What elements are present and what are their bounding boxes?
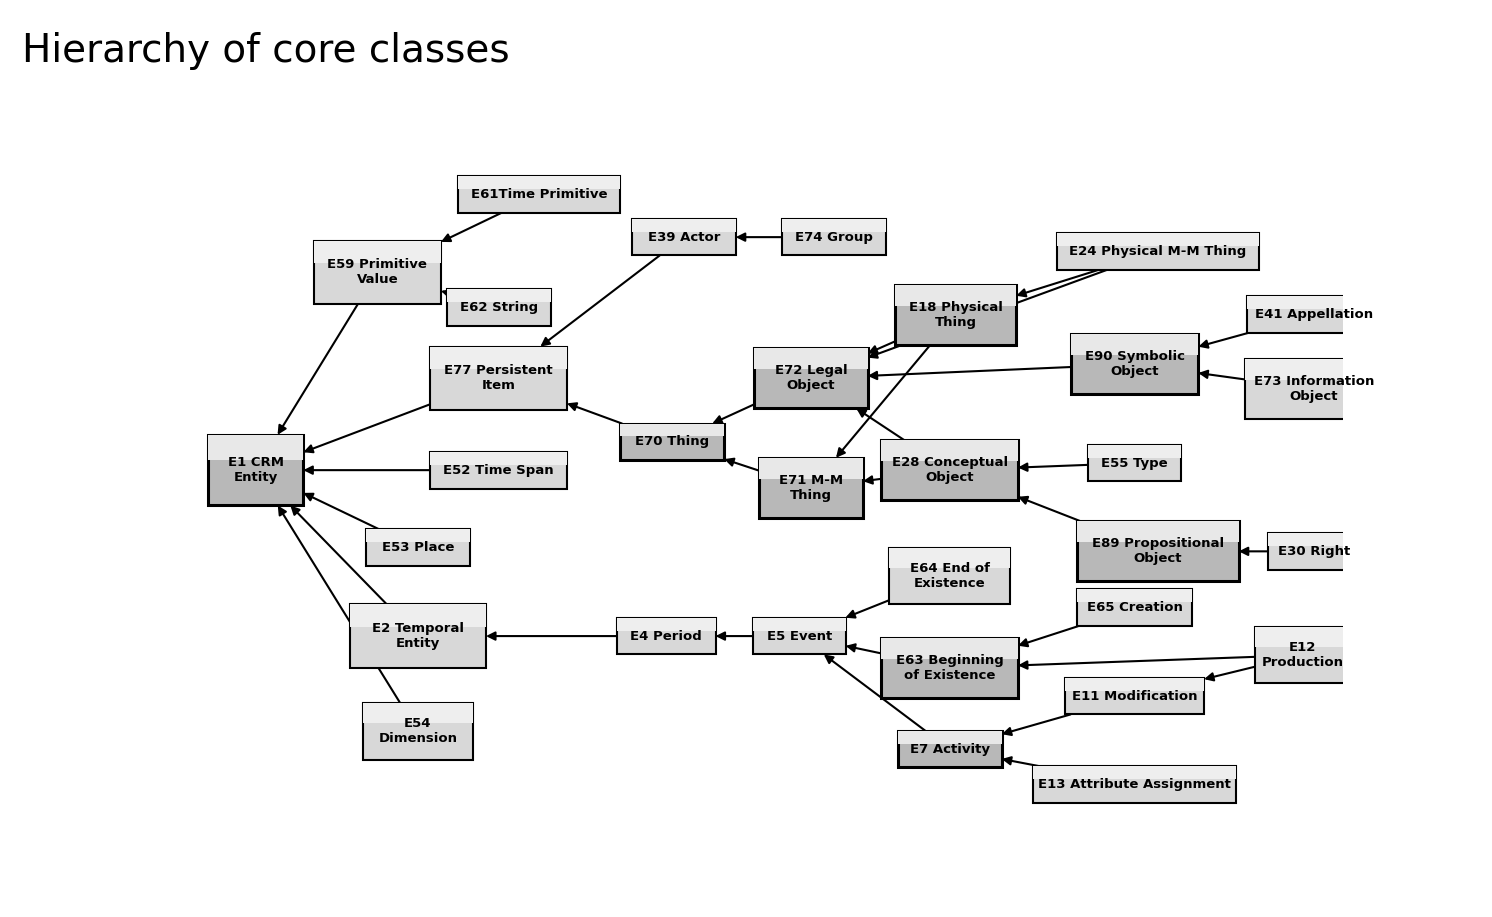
FancyBboxPatch shape: [1255, 627, 1350, 646]
FancyBboxPatch shape: [631, 219, 736, 256]
FancyBboxPatch shape: [446, 290, 551, 303]
FancyBboxPatch shape: [1244, 359, 1383, 380]
FancyBboxPatch shape: [1034, 766, 1235, 802]
Text: E53 Place: E53 Place: [382, 541, 454, 554]
FancyBboxPatch shape: [363, 703, 473, 723]
FancyBboxPatch shape: [895, 285, 1016, 305]
Text: Hierarchy of core classes: Hierarchy of core classes: [22, 32, 510, 70]
FancyBboxPatch shape: [1247, 296, 1380, 309]
FancyBboxPatch shape: [759, 458, 862, 518]
FancyBboxPatch shape: [889, 547, 1010, 568]
Text: E52 Time Span: E52 Time Span: [443, 464, 554, 477]
Text: E4 Period: E4 Period: [631, 630, 703, 643]
Text: E59 Primitive
Value: E59 Primitive Value: [327, 259, 427, 286]
FancyBboxPatch shape: [621, 424, 724, 436]
Text: E12
Production: E12 Production: [1261, 641, 1343, 669]
FancyBboxPatch shape: [349, 604, 486, 626]
FancyBboxPatch shape: [898, 731, 1001, 768]
FancyBboxPatch shape: [882, 638, 1018, 658]
FancyBboxPatch shape: [349, 604, 486, 668]
FancyBboxPatch shape: [366, 529, 470, 566]
FancyBboxPatch shape: [621, 424, 724, 460]
Text: E73 Information
Object: E73 Information Object: [1253, 375, 1374, 403]
Text: E90 Symbolic
Object: E90 Symbolic Object: [1085, 350, 1185, 378]
Text: E63 Beginning
of Existence: E63 Beginning of Existence: [895, 654, 1004, 682]
Text: E72 Legal
Object: E72 Legal Object: [774, 364, 847, 392]
FancyBboxPatch shape: [753, 618, 846, 655]
FancyBboxPatch shape: [431, 347, 567, 410]
FancyBboxPatch shape: [313, 240, 442, 304]
FancyBboxPatch shape: [209, 435, 303, 505]
FancyBboxPatch shape: [753, 618, 846, 631]
FancyBboxPatch shape: [1071, 334, 1198, 355]
Text: E28 Conceptual
Object: E28 Conceptual Object: [892, 456, 1007, 484]
FancyBboxPatch shape: [1065, 678, 1204, 691]
Text: E70 Thing: E70 Thing: [636, 436, 709, 448]
Text: E55 Type: E55 Type: [1101, 457, 1168, 470]
FancyBboxPatch shape: [1071, 334, 1198, 394]
Text: E13 Attribute Assignment: E13 Attribute Assignment: [1038, 778, 1231, 790]
Text: E5 Event: E5 Event: [767, 630, 833, 643]
FancyBboxPatch shape: [1077, 590, 1192, 602]
Text: E24 Physical M-M Thing: E24 Physical M-M Thing: [1070, 245, 1246, 258]
FancyBboxPatch shape: [366, 529, 470, 542]
FancyBboxPatch shape: [782, 219, 886, 256]
FancyBboxPatch shape: [458, 176, 621, 213]
FancyBboxPatch shape: [1255, 627, 1350, 683]
FancyBboxPatch shape: [1088, 445, 1180, 481]
FancyBboxPatch shape: [1268, 533, 1361, 569]
Text: E77 Persistent
Item: E77 Persistent Item: [445, 364, 554, 392]
Text: E1 CRM
Entity: E1 CRM Entity: [228, 456, 283, 484]
Text: E30 Right: E30 Right: [1277, 545, 1350, 558]
Text: E11 Modification: E11 Modification: [1071, 690, 1198, 702]
FancyBboxPatch shape: [882, 440, 1018, 500]
Text: E65 Creation: E65 Creation: [1086, 602, 1183, 614]
Text: E64 End of
Existence: E64 End of Existence: [910, 562, 989, 590]
FancyBboxPatch shape: [1077, 522, 1238, 581]
Text: E71 M-M
Thing: E71 M-M Thing: [779, 474, 843, 502]
Text: E89 Propositional
Object: E89 Propositional Object: [1092, 537, 1223, 566]
Text: E39 Actor: E39 Actor: [648, 231, 721, 244]
FancyBboxPatch shape: [755, 348, 867, 370]
FancyBboxPatch shape: [446, 290, 551, 326]
FancyBboxPatch shape: [759, 458, 862, 479]
Text: E62 String: E62 String: [460, 302, 537, 315]
FancyBboxPatch shape: [363, 703, 473, 759]
FancyBboxPatch shape: [782, 219, 886, 232]
FancyBboxPatch shape: [1077, 522, 1238, 542]
FancyBboxPatch shape: [1247, 296, 1380, 333]
FancyBboxPatch shape: [1268, 533, 1361, 546]
FancyBboxPatch shape: [209, 435, 303, 459]
FancyBboxPatch shape: [1077, 590, 1192, 626]
FancyBboxPatch shape: [889, 547, 1010, 604]
FancyBboxPatch shape: [1034, 766, 1235, 779]
Text: E61Time Primitive: E61Time Primitive: [471, 188, 607, 201]
Text: E18 Physical
Thing: E18 Physical Thing: [909, 301, 1003, 329]
FancyBboxPatch shape: [1056, 233, 1259, 270]
FancyBboxPatch shape: [618, 618, 716, 631]
FancyBboxPatch shape: [458, 176, 621, 189]
FancyBboxPatch shape: [431, 452, 567, 489]
Text: E54
Dimension: E54 Dimension: [379, 717, 457, 746]
FancyBboxPatch shape: [1088, 445, 1180, 458]
FancyBboxPatch shape: [1244, 359, 1383, 419]
FancyBboxPatch shape: [431, 452, 567, 465]
FancyBboxPatch shape: [618, 618, 716, 655]
FancyBboxPatch shape: [1065, 678, 1204, 714]
FancyBboxPatch shape: [1056, 233, 1259, 246]
FancyBboxPatch shape: [898, 731, 1001, 744]
FancyBboxPatch shape: [755, 348, 867, 408]
Text: E74 Group: E74 Group: [795, 231, 873, 244]
FancyBboxPatch shape: [882, 638, 1018, 698]
FancyBboxPatch shape: [313, 240, 442, 263]
FancyBboxPatch shape: [895, 285, 1016, 345]
FancyBboxPatch shape: [431, 347, 567, 369]
Text: E41 Appellation: E41 Appellation: [1255, 308, 1373, 321]
Text: E7 Activity: E7 Activity: [910, 743, 989, 756]
FancyBboxPatch shape: [882, 440, 1018, 461]
FancyBboxPatch shape: [631, 219, 736, 232]
Text: E2 Temporal
Entity: E2 Temporal Entity: [372, 622, 464, 650]
